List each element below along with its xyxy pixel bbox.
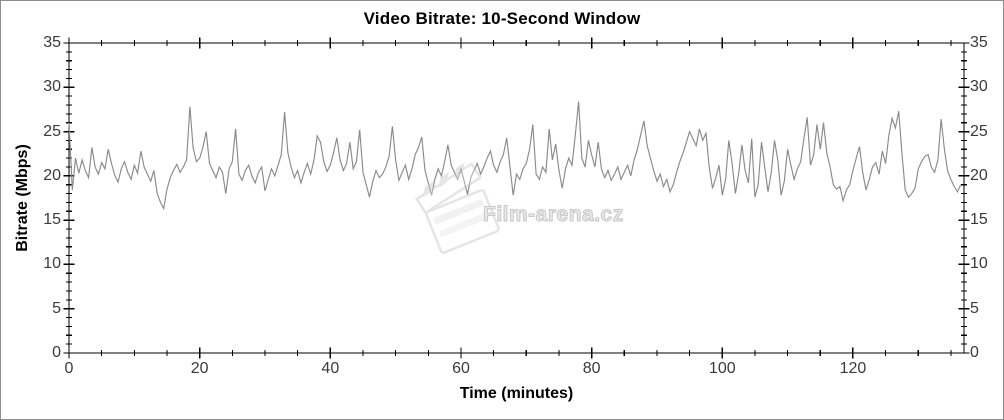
- y-axis-title: Bitrate (Mbps): [14, 144, 31, 252]
- y-tick-label-right-5: 5: [970, 299, 979, 317]
- y-tick-label-left-20: 20: [43, 166, 61, 184]
- x-tick-label-0: 0: [64, 360, 74, 377]
- y-tick-label-right-25: 25: [970, 122, 988, 140]
- y-tick-label-left-10: 10: [43, 255, 61, 273]
- clapperboard-icon: [415, 162, 500, 254]
- x-axis-title: Time (minutes): [459, 385, 574, 402]
- y-tick-label-left-0: 0: [52, 344, 61, 361]
- x-tick-label-60: 60: [452, 360, 470, 377]
- x-tick-label-20: 20: [190, 360, 209, 377]
- x-tick-label-120: 120: [839, 360, 867, 377]
- y-tick-label-right-30: 30: [970, 78, 988, 96]
- y-tick-label-right-10: 10: [970, 255, 988, 273]
- y-tick-label-right-0: 0: [970, 344, 979, 361]
- x-tick-label-40: 40: [321, 360, 340, 377]
- bitrate-line: [68, 101, 962, 211]
- watermark: Film-arena.cz: [415, 153, 647, 254]
- y-tick-label-right-20: 20: [970, 166, 988, 184]
- y-tick-label-left-35: 35: [43, 34, 61, 51]
- y-tick-label-left-30: 30: [43, 78, 61, 96]
- x-tick-label-80: 80: [582, 360, 601, 377]
- y-tick-label-left-25: 25: [43, 122, 61, 140]
- y-tick-label-left-15: 15: [43, 211, 61, 229]
- y-tick-label-right-35: 35: [970, 34, 988, 51]
- x-tick-label-100: 100: [708, 360, 736, 377]
- plot-frame: [68, 42, 965, 354]
- y-tick-label-left-5: 5: [52, 299, 61, 317]
- watermark-text: Film-arena.cz: [483, 203, 624, 227]
- y-tick-label-right-15: 15: [970, 211, 988, 229]
- chart-title: Video Bitrate: 10-Second Window: [363, 9, 641, 28]
